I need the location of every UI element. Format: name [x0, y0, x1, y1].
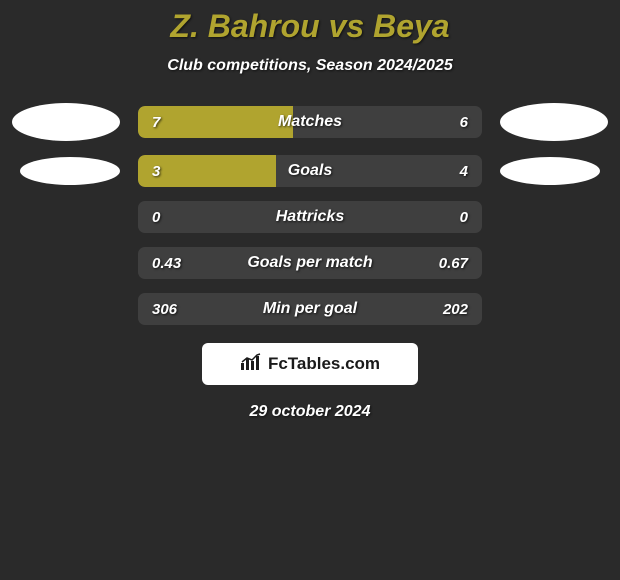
player-avatar-left	[20, 157, 120, 185]
stat-bar: 76Matches	[138, 106, 482, 138]
stat-row: 76Matches	[0, 103, 620, 141]
stat-label: Matches	[138, 106, 482, 138]
stat-row: 34Goals	[0, 155, 620, 187]
logo-text: FcTables.com	[268, 354, 380, 374]
stat-label: Min per goal	[138, 293, 482, 325]
player-avatar-left	[12, 103, 120, 141]
date-text: 29 october 2024	[0, 403, 620, 421]
stat-row: 306202Min per goal	[0, 293, 620, 325]
player-avatar-right	[500, 103, 608, 141]
stat-label: Goals	[138, 155, 482, 187]
stat-bar: 0.430.67Goals per match	[138, 247, 482, 279]
logo-badge[interactable]: FcTables.com	[202, 343, 418, 385]
stat-row: 00Hattricks	[0, 201, 620, 233]
subtitle: Club competitions, Season 2024/2025	[0, 57, 620, 75]
stat-row: 0.430.67Goals per match	[0, 247, 620, 279]
stat-bar: 306202Min per goal	[138, 293, 482, 325]
barchart-icon	[240, 353, 262, 376]
page-title: Z. Bahrou vs Beya	[0, 8, 620, 45]
stat-bar: 00Hattricks	[138, 201, 482, 233]
stat-label: Goals per match	[138, 247, 482, 279]
comparison-card: Z. Bahrou vs Beya Club competitions, Sea…	[0, 0, 620, 421]
player-avatar-right	[500, 157, 600, 185]
stat-label: Hattricks	[138, 201, 482, 233]
stat-bar: 34Goals	[138, 155, 482, 187]
stats-rows: 76Matches 34Goals 00Hattricks 0.430.67Goals…	[0, 103, 620, 325]
